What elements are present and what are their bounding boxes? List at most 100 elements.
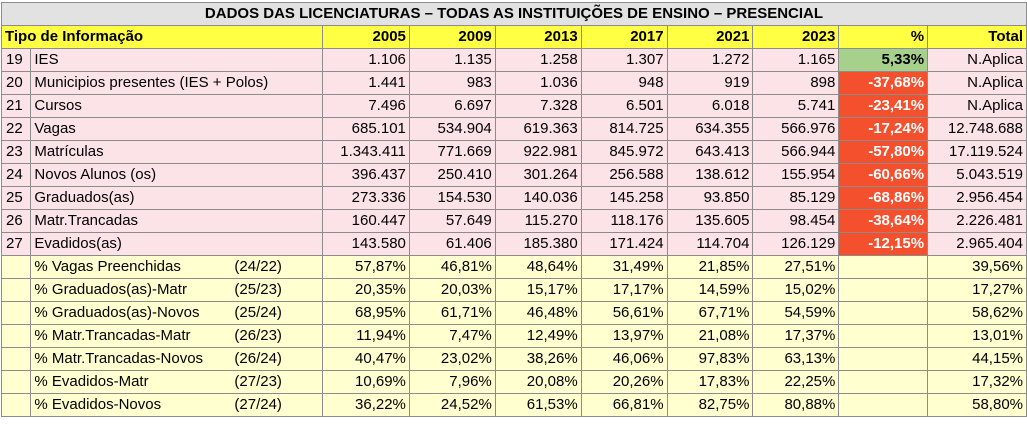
- pct-row-value: 21,85%: [666, 255, 754, 279]
- row-total: N.Aplica: [927, 71, 1027, 95]
- pct-row: % Evadidos-Matr (27/23) 10,69% 7,96% 20,08% 2…: [0, 370, 1027, 394]
- pct-row-value: 31,49%: [580, 255, 668, 279]
- row-value: 7.328: [494, 94, 582, 118]
- row-value: 114.704: [666, 232, 754, 256]
- pct-row-value: 68,95%: [321, 301, 410, 325]
- pct-row-value: 66,81%: [580, 393, 668, 417]
- row-value: 7.496: [321, 94, 410, 118]
- row-value: 534.904: [408, 117, 496, 141]
- pct-row-value: 17,37%: [752, 324, 840, 348]
- row-value: 1.258: [494, 48, 582, 72]
- row-total: 5.043.519: [927, 163, 1027, 187]
- pct-row-total: 44,15%: [927, 347, 1027, 371]
- row-label: Vagas: [30, 117, 323, 141]
- pct-row-value: 14,59%: [666, 278, 754, 302]
- row-label: Matrículas: [30, 140, 323, 164]
- row-value: 154.530: [408, 186, 496, 210]
- pct-row-value: 38,26%: [494, 347, 582, 371]
- row-value: 115.270: [494, 209, 582, 233]
- pct-row-ref: (25/24): [234, 304, 282, 321]
- row-label: Cursos: [30, 94, 323, 118]
- pct-row-value: 21,08%: [666, 324, 754, 348]
- row-total: 2.226.481: [927, 209, 1027, 233]
- pct-row-value: 11,94%: [321, 324, 410, 348]
- table-row: 27 Evadidos(as) 143.580 61.406 185.380 171.42…: [0, 232, 1027, 256]
- pct-row-value: 56,61%: [580, 301, 668, 325]
- row-value: 396.437: [321, 163, 410, 187]
- row-index: 24: [0, 163, 32, 187]
- pct-row-value: 82,75%: [666, 393, 754, 417]
- pct-row-label: % Evadidos-Matr: [34, 373, 149, 390]
- pct-row: % Graduados(as)-Novos (25/24) 68,95% 61,71%…: [0, 301, 1027, 325]
- pct-row-index-blank: [0, 278, 32, 302]
- row-label: Graduados(as): [30, 186, 323, 210]
- row-value: 126.129: [752, 232, 840, 256]
- table-row: 23 Matrículas 1.343.411 771.669 922.981 845.9…: [0, 140, 1027, 164]
- header-year: 2005: [321, 25, 410, 49]
- row-value: 61.406: [408, 232, 496, 256]
- row-value: 185.380: [494, 232, 582, 256]
- row-label: IES: [30, 48, 323, 72]
- pct-row-value: 7,47%: [408, 324, 496, 348]
- row-value: 771.669: [408, 140, 496, 164]
- pct-row-value: 15,17%: [494, 278, 582, 302]
- pct-row-index-blank: [0, 393, 32, 417]
- row-value: 301.264: [494, 163, 582, 187]
- row-value: 1.036: [494, 71, 582, 95]
- row-value: 1.441: [321, 71, 410, 95]
- row-value: 160.447: [321, 209, 410, 233]
- row-value: 143.580: [321, 232, 410, 256]
- pct-row-ref: (26/24): [234, 350, 282, 367]
- pct-row: % Matr.Trancadas-Matr (26/23) 11,94% 7,47% 1…: [0, 324, 1027, 348]
- pct-row-value: 46,48%: [494, 301, 582, 325]
- pct-row-index-blank: [0, 255, 32, 279]
- pct-row-label-cell: % Evadidos-Matr (27/23): [30, 370, 323, 394]
- pct-row-value: 46,81%: [408, 255, 496, 279]
- pct-row: % Vagas Preenchidas (24/22) 57,87% 46,81% 48…: [0, 255, 1027, 279]
- pct-row-label: % Vagas Preenchidas: [34, 258, 181, 275]
- row-value: 1.165: [752, 48, 840, 72]
- row-value: 85.129: [752, 186, 840, 210]
- row-value: 250.410: [408, 163, 496, 187]
- pct-row-total: 58,80%: [927, 393, 1027, 417]
- row-total: 2.956.454: [927, 186, 1027, 210]
- row-value: 138.612: [666, 163, 754, 187]
- row-value: 171.424: [580, 232, 668, 256]
- table-row: 21 Cursos 7.496 6.697 7.328 6.501 6.018 5.741 -2…: [0, 94, 1027, 118]
- pct-row-total: 17,27%: [927, 278, 1027, 302]
- pct-row-blank-cell: [838, 278, 929, 302]
- row-index: 27: [0, 232, 32, 256]
- row-value: 1.272: [666, 48, 754, 72]
- row-value: 814.725: [580, 117, 668, 141]
- row-value: 1.343.411: [321, 140, 410, 164]
- pct-row-value: 17,17%: [580, 278, 668, 302]
- row-pct-change: -68,86%: [838, 186, 929, 210]
- table-row: 26 Matr.Trancadas 160.447 57.649 115.270 118.…: [0, 209, 1027, 233]
- pct-row-blank-cell: [838, 324, 929, 348]
- pct-row-value: 13,97%: [580, 324, 668, 348]
- row-total: N.Aplica: [927, 94, 1027, 118]
- header-row: Tipo de Informação 2005 2009 2013 2017 2…: [1, 25, 1027, 49]
- row-value: 5.741: [752, 94, 840, 118]
- row-index: 22: [0, 117, 32, 141]
- pct-row-total: 58,62%: [927, 301, 1027, 325]
- row-value: 898: [752, 71, 840, 95]
- row-label: Novos Alunos (os): [30, 163, 323, 187]
- row-index: 26: [0, 209, 32, 233]
- table-row: 25 Graduados(as) 273.336 154.530 140.036 145.…: [0, 186, 1027, 210]
- row-pct-change: -12,15%: [838, 232, 929, 256]
- row-value: 93.850: [666, 186, 754, 210]
- row-value: 273.336: [321, 186, 410, 210]
- header-year: 2023: [752, 25, 840, 49]
- pct-row-index-blank: [0, 324, 32, 348]
- row-value: 1.106: [321, 48, 410, 72]
- row-index: 20: [0, 71, 32, 95]
- row-total: 2.965.404: [927, 232, 1027, 256]
- pct-row-total: 13,01%: [927, 324, 1027, 348]
- row-label: Evadidos(as): [30, 232, 323, 256]
- pct-row-value: 10,69%: [321, 370, 410, 394]
- row-label: Municipios presentes (IES + Polos): [30, 71, 323, 95]
- pct-row-value: 15,02%: [752, 278, 840, 302]
- row-pct-change: -57,80%: [838, 140, 929, 164]
- row-pct-change: -60,66%: [838, 163, 929, 187]
